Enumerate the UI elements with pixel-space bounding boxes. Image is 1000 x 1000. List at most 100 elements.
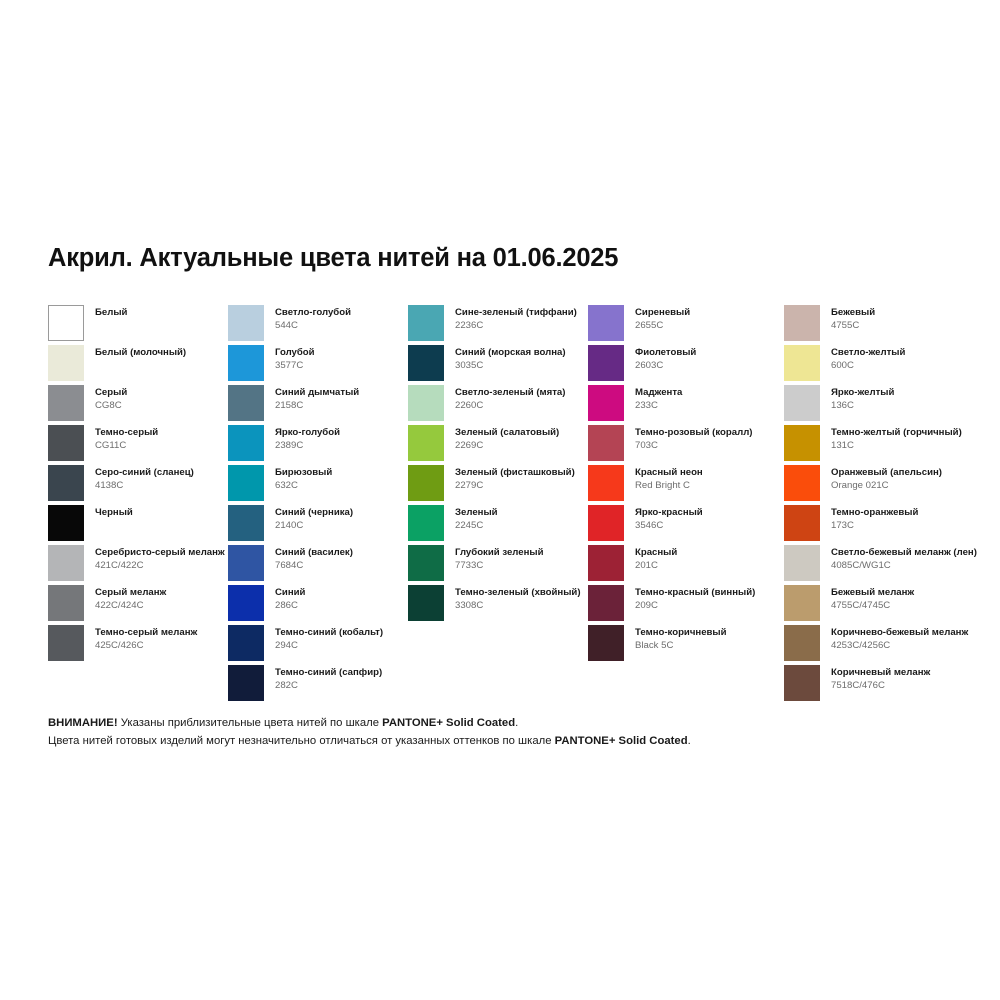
- color-chip[interactable]: [408, 385, 444, 421]
- color-name: Зеленый (салатовый): [455, 427, 560, 438]
- color-chip[interactable]: [408, 465, 444, 501]
- color-name: Зеленый: [455, 507, 498, 518]
- color-swatch-row[interactable]: Коричневый меланж 7518C/476C: [784, 665, 1000, 705]
- color-chip[interactable]: [588, 465, 624, 501]
- color-swatch-row[interactable]: Ярко-голубой 2389C: [228, 425, 408, 465]
- color-swatch-row[interactable]: Фиолетовый 2603C: [588, 345, 784, 385]
- color-swatch-row[interactable]: Бежевый 4755C: [784, 305, 1000, 345]
- color-chip[interactable]: [588, 345, 624, 381]
- color-swatch-row[interactable]: Светло-зеленый (мята) 2260C: [408, 385, 588, 425]
- color-chip[interactable]: [48, 465, 84, 501]
- color-chip[interactable]: [228, 385, 264, 421]
- color-chip[interactable]: [408, 345, 444, 381]
- color-name: Фиолетовый: [635, 347, 697, 358]
- color-chip[interactable]: [408, 305, 444, 341]
- color-chip[interactable]: [784, 585, 820, 621]
- color-swatch-row[interactable]: Синий (морская волна) 3035C: [408, 345, 588, 385]
- color-swatch-row[interactable]: Глубокий зеленый 7733C: [408, 545, 588, 585]
- color-chip[interactable]: [784, 425, 820, 461]
- color-swatch-row[interactable]: Голубой 3577C: [228, 345, 408, 385]
- color-swatch-row[interactable]: Коричнево-бежевый меланж 4253C/4256C: [784, 625, 1000, 665]
- color-chip[interactable]: [408, 585, 444, 621]
- color-chip[interactable]: [48, 345, 84, 381]
- color-swatch-row[interactable]: Сине-зеленый (тиффани) 2236C: [408, 305, 588, 345]
- color-swatch-row[interactable]: Синий (черника) 2140C: [228, 505, 408, 545]
- color-swatch-row[interactable]: Маджента 233C: [588, 385, 784, 425]
- color-name: Светло-желтый: [831, 347, 906, 358]
- color-swatch-row[interactable]: Серый CG8C: [48, 385, 228, 425]
- color-chip[interactable]: [408, 545, 444, 581]
- color-chip[interactable]: [228, 425, 264, 461]
- color-chip[interactable]: [48, 585, 84, 621]
- color-swatch-row[interactable]: Темно-коричневый Black 5C: [588, 625, 784, 665]
- color-chip[interactable]: [48, 625, 84, 661]
- color-chip[interactable]: [784, 345, 820, 381]
- color-swatch-row[interactable]: Красный неон Red Bright C: [588, 465, 784, 505]
- color-swatch-row[interactable]: Серо-синий (сланец) 4138C: [48, 465, 228, 505]
- color-swatch-row[interactable]: Оранжевый (апельсин) Orange 021C: [784, 465, 1000, 505]
- color-swatch-row[interactable]: Темно-серый меланж 425C/426C: [48, 625, 228, 665]
- color-swatch-row[interactable]: Темно-красный (винный) 209C: [588, 585, 784, 625]
- color-chip[interactable]: [784, 465, 820, 501]
- color-chip[interactable]: [784, 385, 820, 421]
- color-chip[interactable]: [784, 665, 820, 701]
- color-swatch-row[interactable]: Зеленый (фисташковый) 2279C: [408, 465, 588, 505]
- color-chip[interactable]: [228, 305, 264, 341]
- color-chip[interactable]: [48, 425, 84, 461]
- color-swatch-row[interactable]: Черный: [48, 505, 228, 545]
- color-chip[interactable]: [228, 545, 264, 581]
- color-chip[interactable]: [784, 305, 820, 341]
- color-swatch-row[interactable]: Бежевый меланж 4755C/4745C: [784, 585, 1000, 625]
- color-labels: Серый меланж 422C/424C: [95, 585, 245, 611]
- color-swatch-row[interactable]: Ярко-красный 3546C: [588, 505, 784, 545]
- color-chip[interactable]: [588, 385, 624, 421]
- color-swatch-row[interactable]: Бирюзовый 632C: [228, 465, 408, 505]
- color-chip[interactable]: [228, 585, 264, 621]
- color-chip[interactable]: [408, 505, 444, 541]
- color-swatch-row[interactable]: Белый (молочный): [48, 345, 228, 385]
- color-chip[interactable]: [588, 425, 624, 461]
- color-swatch-row[interactable]: Сиреневый 2655C: [588, 305, 784, 345]
- color-chip[interactable]: [408, 425, 444, 461]
- color-chip[interactable]: [48, 305, 84, 341]
- color-swatch-row[interactable]: Синий дымчатый 2158C: [228, 385, 408, 425]
- color-swatch-row[interactable]: Ярко-желтый 136C: [784, 385, 1000, 425]
- color-chip[interactable]: [228, 505, 264, 541]
- color-swatch-row[interactable]: Темно-синий (кобальт) 294C: [228, 625, 408, 665]
- color-name: Серый меланж: [95, 587, 167, 598]
- color-swatch-row[interactable]: Темно-оранжевый 173C: [784, 505, 1000, 545]
- color-swatch-row[interactable]: Светло-желтый 600C: [784, 345, 1000, 385]
- color-chip[interactable]: [228, 625, 264, 661]
- color-swatch-row[interactable]: Синий (василек) 7684C: [228, 545, 408, 585]
- color-chip[interactable]: [48, 505, 84, 541]
- color-swatch-row[interactable]: Зеленый (салатовый) 2269C: [408, 425, 588, 465]
- color-chip[interactable]: [48, 545, 84, 581]
- color-swatch-row[interactable]: Темно-розовый (коралл) 703C: [588, 425, 784, 465]
- color-code: 131C: [831, 439, 854, 451]
- color-chip[interactable]: [784, 505, 820, 541]
- color-swatch-row[interactable]: Белый: [48, 305, 228, 345]
- color-swatch-row[interactable]: Зеленый 2245C: [408, 505, 588, 545]
- color-swatch-row[interactable]: Серебристо-серый меланж 421C/422C: [48, 545, 228, 585]
- color-swatch-row[interactable]: Синий 286C: [228, 585, 408, 625]
- color-chip[interactable]: [228, 345, 264, 381]
- color-chip[interactable]: [784, 545, 820, 581]
- color-chip[interactable]: [588, 625, 624, 661]
- color-swatch-row[interactable]: Красный 201C: [588, 545, 784, 585]
- color-swatch-row[interactable]: Темно-серый CG11C: [48, 425, 228, 465]
- color-chip[interactable]: [228, 465, 264, 501]
- color-labels: Темно-оранжевый 173C: [831, 505, 1000, 531]
- color-chip[interactable]: [588, 305, 624, 341]
- color-chip[interactable]: [588, 545, 624, 581]
- color-chip[interactable]: [228, 665, 264, 701]
- color-chip[interactable]: [48, 385, 84, 421]
- color-swatch-row[interactable]: Светло-голубой 544C: [228, 305, 408, 345]
- color-chip[interactable]: [784, 625, 820, 661]
- color-chip[interactable]: [588, 585, 624, 621]
- color-chip[interactable]: [588, 505, 624, 541]
- color-swatch-row[interactable]: Темно-желтый (горчичный) 131C: [784, 425, 1000, 465]
- color-swatch-row[interactable]: Темно-синий (сапфир) 282C: [228, 665, 408, 705]
- color-swatch-row[interactable]: Светло-бежевый меланж (лен) 4085C/WG1C: [784, 545, 1000, 585]
- color-swatch-row[interactable]: Темно-зеленый (хвойный) 3308C: [408, 585, 588, 625]
- color-swatch-row[interactable]: Серый меланж 422C/424C: [48, 585, 228, 625]
